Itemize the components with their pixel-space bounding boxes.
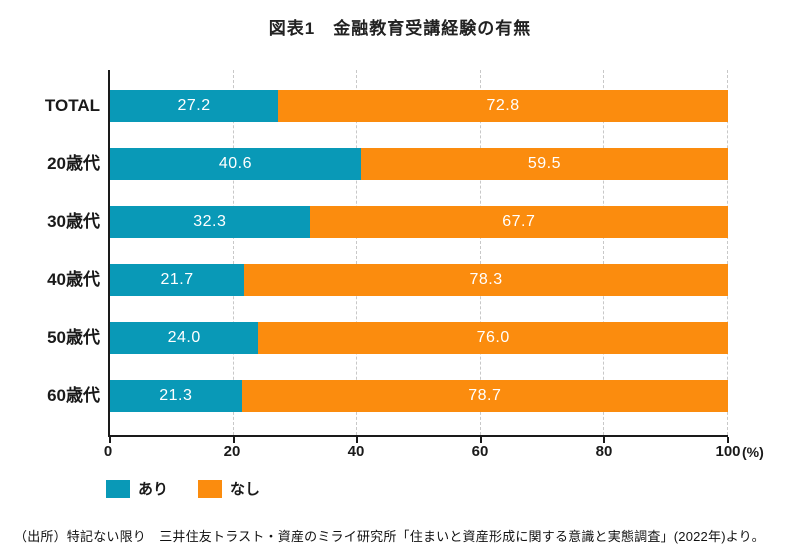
bar-segment-あり: 27.2 [110,90,279,122]
category-label: 30歳代 [47,212,100,231]
category-label: 50歳代 [47,328,100,347]
x-tick-label-40: 40 [347,443,365,460]
gridline-60 [479,70,481,435]
value-label: 24.0 [167,329,201,346]
bar-row-3: 40歳代 21.7 78.3 [47,264,728,296]
category-label: 60歳代 [47,386,100,405]
value-label: 78.7 [468,387,502,404]
x-axis-tick-0 [109,437,111,443]
bar-row-5: 60歳代 21.3 78.7 [47,380,728,412]
gridline-40 [356,70,358,435]
bar-row-1: 20歳代 40.6 59.5 [47,148,728,180]
legend-item-0: あり [106,478,168,499]
legend: あり なし [106,478,260,499]
x-tick-label-60: 60 [471,443,489,460]
x-axis-labels: 0 20 40 60 80 100 (%) [0,443,800,465]
chart-title: 図表1 金融教育受講経験の有無 [268,19,532,38]
category-label: TOTAL [44,96,100,115]
bar-segment-なし: 78.7 [241,380,728,412]
category-label: 20歳代 [47,154,100,173]
bar-segment-あり: 40.6 [110,148,361,180]
value-label: 21.7 [160,271,194,288]
bar-segment-なし: 59.5 [360,148,728,180]
value-label: 59.5 [527,155,562,172]
bar-segment-なし: 72.8 [278,90,728,122]
gridline-100 [727,70,728,435]
x-tick-label-0: 0 [103,443,113,460]
x-tick-label-100: 100 [715,443,741,460]
bar-segment-なし: 76.0 [258,322,728,354]
bar-segment-なし: 78.3 [244,264,728,296]
source-note: （出所）特記ない限り 三井住友トラスト・資産のミライ研究所「住まいと資産形成に関… [14,529,765,544]
bar-segment-あり: 21.7 [110,264,245,296]
bar-row-4: 50歳代 24.0 76.0 [47,322,728,354]
value-label: 72.8 [486,97,520,114]
gridline-80 [603,70,605,435]
x-axis-tick-80 [603,437,606,443]
x-tick-label-20: 20 [223,443,241,460]
bar-row-2: 30歳代 32.3 67.7 [47,206,728,238]
value-label: 21.3 [159,387,193,404]
legend-swatch-icon [198,479,223,498]
bar-segment-なし: 67.7 [309,206,728,238]
bar-row-0: TOTAL 27.2 72.8 [45,90,728,122]
value-label: 27.2 [177,97,211,114]
x-tick-label-80: 80 [595,443,613,460]
x-axis-tick-40 [356,437,359,443]
bar-segment-あり: 32.3 [110,206,310,238]
bar-segment-あり: 24.0 [110,322,259,354]
x-axis-tick-100 [727,437,729,443]
gridline-20 [232,70,234,435]
x-axis-tick-20 [232,437,235,443]
plot-area: TOTAL 27.2 72.8 20歳代 40.6 59.5 30歳代 32.3 67.7 40歳… [45,70,729,443]
x-axis-unit: (%) [742,444,764,460]
x-axis-tick-60 [479,437,482,443]
value-label: 78.3 [469,271,503,288]
legend-item-1: なし [198,478,260,499]
legend-label: なし [230,481,261,498]
value-label: 32.3 [193,213,227,230]
value-label: 40.6 [218,155,253,172]
value-label: 76.0 [476,329,510,346]
category-label: 40歳代 [47,270,100,289]
legend-label: あり [138,481,169,498]
bar-segment-あり: 21.3 [110,380,242,412]
legend-swatch-icon [106,479,130,498]
value-label: 67.7 [502,213,536,230]
